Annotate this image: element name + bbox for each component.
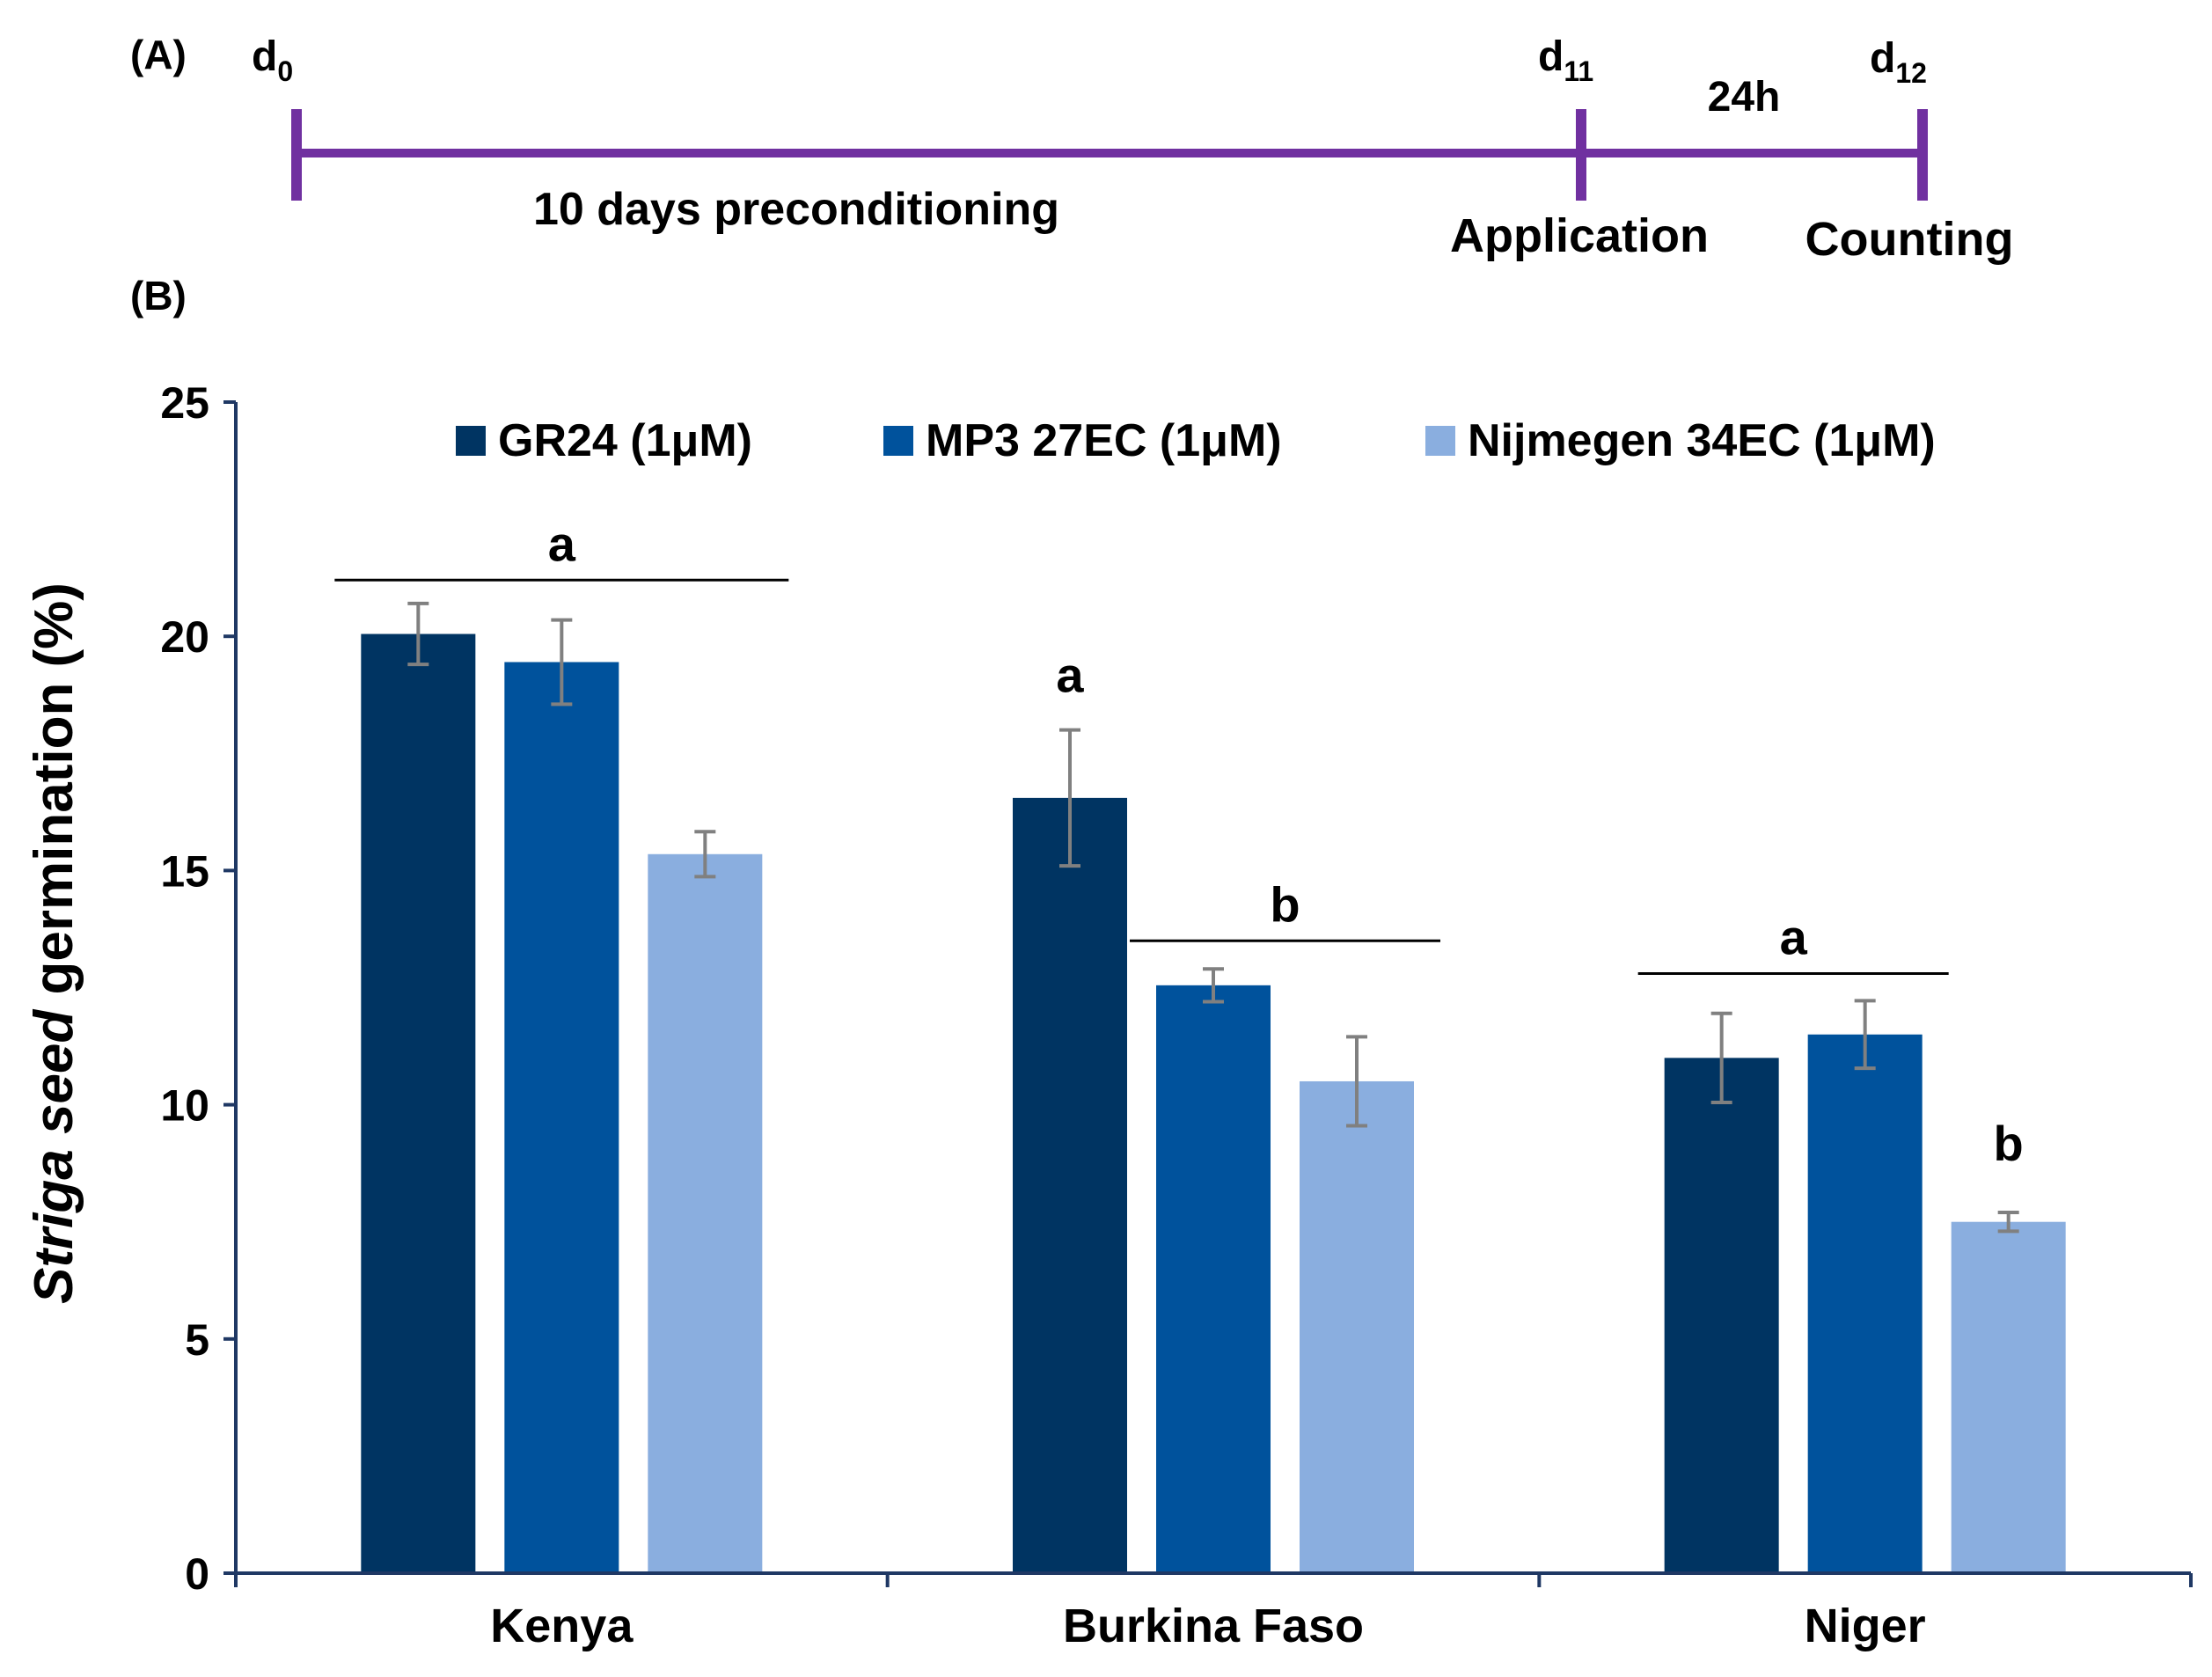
error-bar bbox=[1997, 1211, 2019, 1234]
significance-letter: a bbox=[1780, 910, 1808, 965]
error-bar bbox=[551, 618, 573, 707]
significance-letter: a bbox=[548, 516, 576, 571]
panel-a-label: (A) bbox=[130, 32, 187, 77]
legend-label: Nijmegen 34EC (1μM) bbox=[1468, 415, 1936, 466]
timeline-panel: (A) d0 d11 d12 24h 10 days preconditioni… bbox=[130, 32, 2013, 266]
day-label-d12: d12 bbox=[1870, 35, 1927, 89]
y-tick-label: 25 bbox=[160, 378, 209, 428]
day-label-d0: d0 bbox=[252, 33, 293, 87]
panel-b-label: (B) bbox=[130, 273, 187, 319]
bar bbox=[1951, 1221, 2066, 1573]
legend-entry: Nijmegen 34EC (1μM) bbox=[1425, 415, 1936, 466]
y-tick-label: 5 bbox=[185, 1315, 209, 1365]
plot-area: a a b a b 0 5 10 15 20 25 Kenya Burkina Faso Niger bbox=[160, 378, 2193, 1652]
legend-swatch bbox=[456, 426, 486, 456]
error-bar bbox=[694, 830, 716, 879]
error-bar bbox=[1710, 1011, 1732, 1104]
legend: GR24 (1μM) MP3 27EC (1μM) Nijmegen 34EC (1… bbox=[456, 415, 1936, 466]
error-bar bbox=[407, 601, 429, 667]
day-label-d11: d11 bbox=[1538, 33, 1593, 87]
error-bar bbox=[1854, 999, 1876, 1071]
error-bar bbox=[1059, 728, 1080, 868]
bar-chart: Striga seed germination (%) GR24 (1μM) MP… bbox=[24, 378, 2193, 1652]
error-bar bbox=[1203, 967, 1224, 1004]
legend-swatch bbox=[883, 426, 913, 456]
x-tick-label: Niger bbox=[1805, 1600, 1926, 1652]
bar bbox=[1013, 797, 1127, 1573]
legend-label: MP3 27EC (1μM) bbox=[926, 415, 1282, 466]
significance-letter: b bbox=[1270, 876, 1300, 932]
significance-letter: a bbox=[1056, 647, 1084, 702]
y-axis-title: Striga seed germination (%) bbox=[24, 582, 84, 1304]
bar bbox=[1664, 1058, 1779, 1573]
y-tick-label: 0 bbox=[185, 1549, 209, 1599]
bar bbox=[1300, 1080, 1414, 1573]
legend-entry: GR24 (1μM) bbox=[456, 415, 752, 466]
counting-label: Counting bbox=[1805, 213, 2014, 266]
application-label: Application bbox=[1450, 209, 1709, 262]
bar bbox=[1807, 1034, 1923, 1573]
legend-swatch bbox=[1425, 426, 1455, 456]
bar bbox=[504, 662, 619, 1574]
preconditioning-label: 10 days preconditioning bbox=[533, 184, 1059, 235]
error-bar bbox=[1346, 1035, 1367, 1128]
significance-letter: b bbox=[1994, 1116, 2024, 1171]
bar bbox=[648, 853, 763, 1573]
bar bbox=[361, 633, 476, 1573]
bar bbox=[1156, 985, 1271, 1573]
y-tick-label: 15 bbox=[160, 846, 209, 896]
y-tick-label: 20 bbox=[160, 612, 209, 662]
legend-label: GR24 (1μM) bbox=[498, 415, 752, 466]
interval-label: 24h bbox=[1708, 74, 1781, 121]
legend-entry: MP3 27EC (1μM) bbox=[883, 415, 1282, 466]
x-tick-label: Burkina Faso bbox=[1063, 1600, 1364, 1652]
y-tick-label: 10 bbox=[160, 1081, 209, 1131]
x-tick-label: Kenya bbox=[490, 1600, 634, 1652]
